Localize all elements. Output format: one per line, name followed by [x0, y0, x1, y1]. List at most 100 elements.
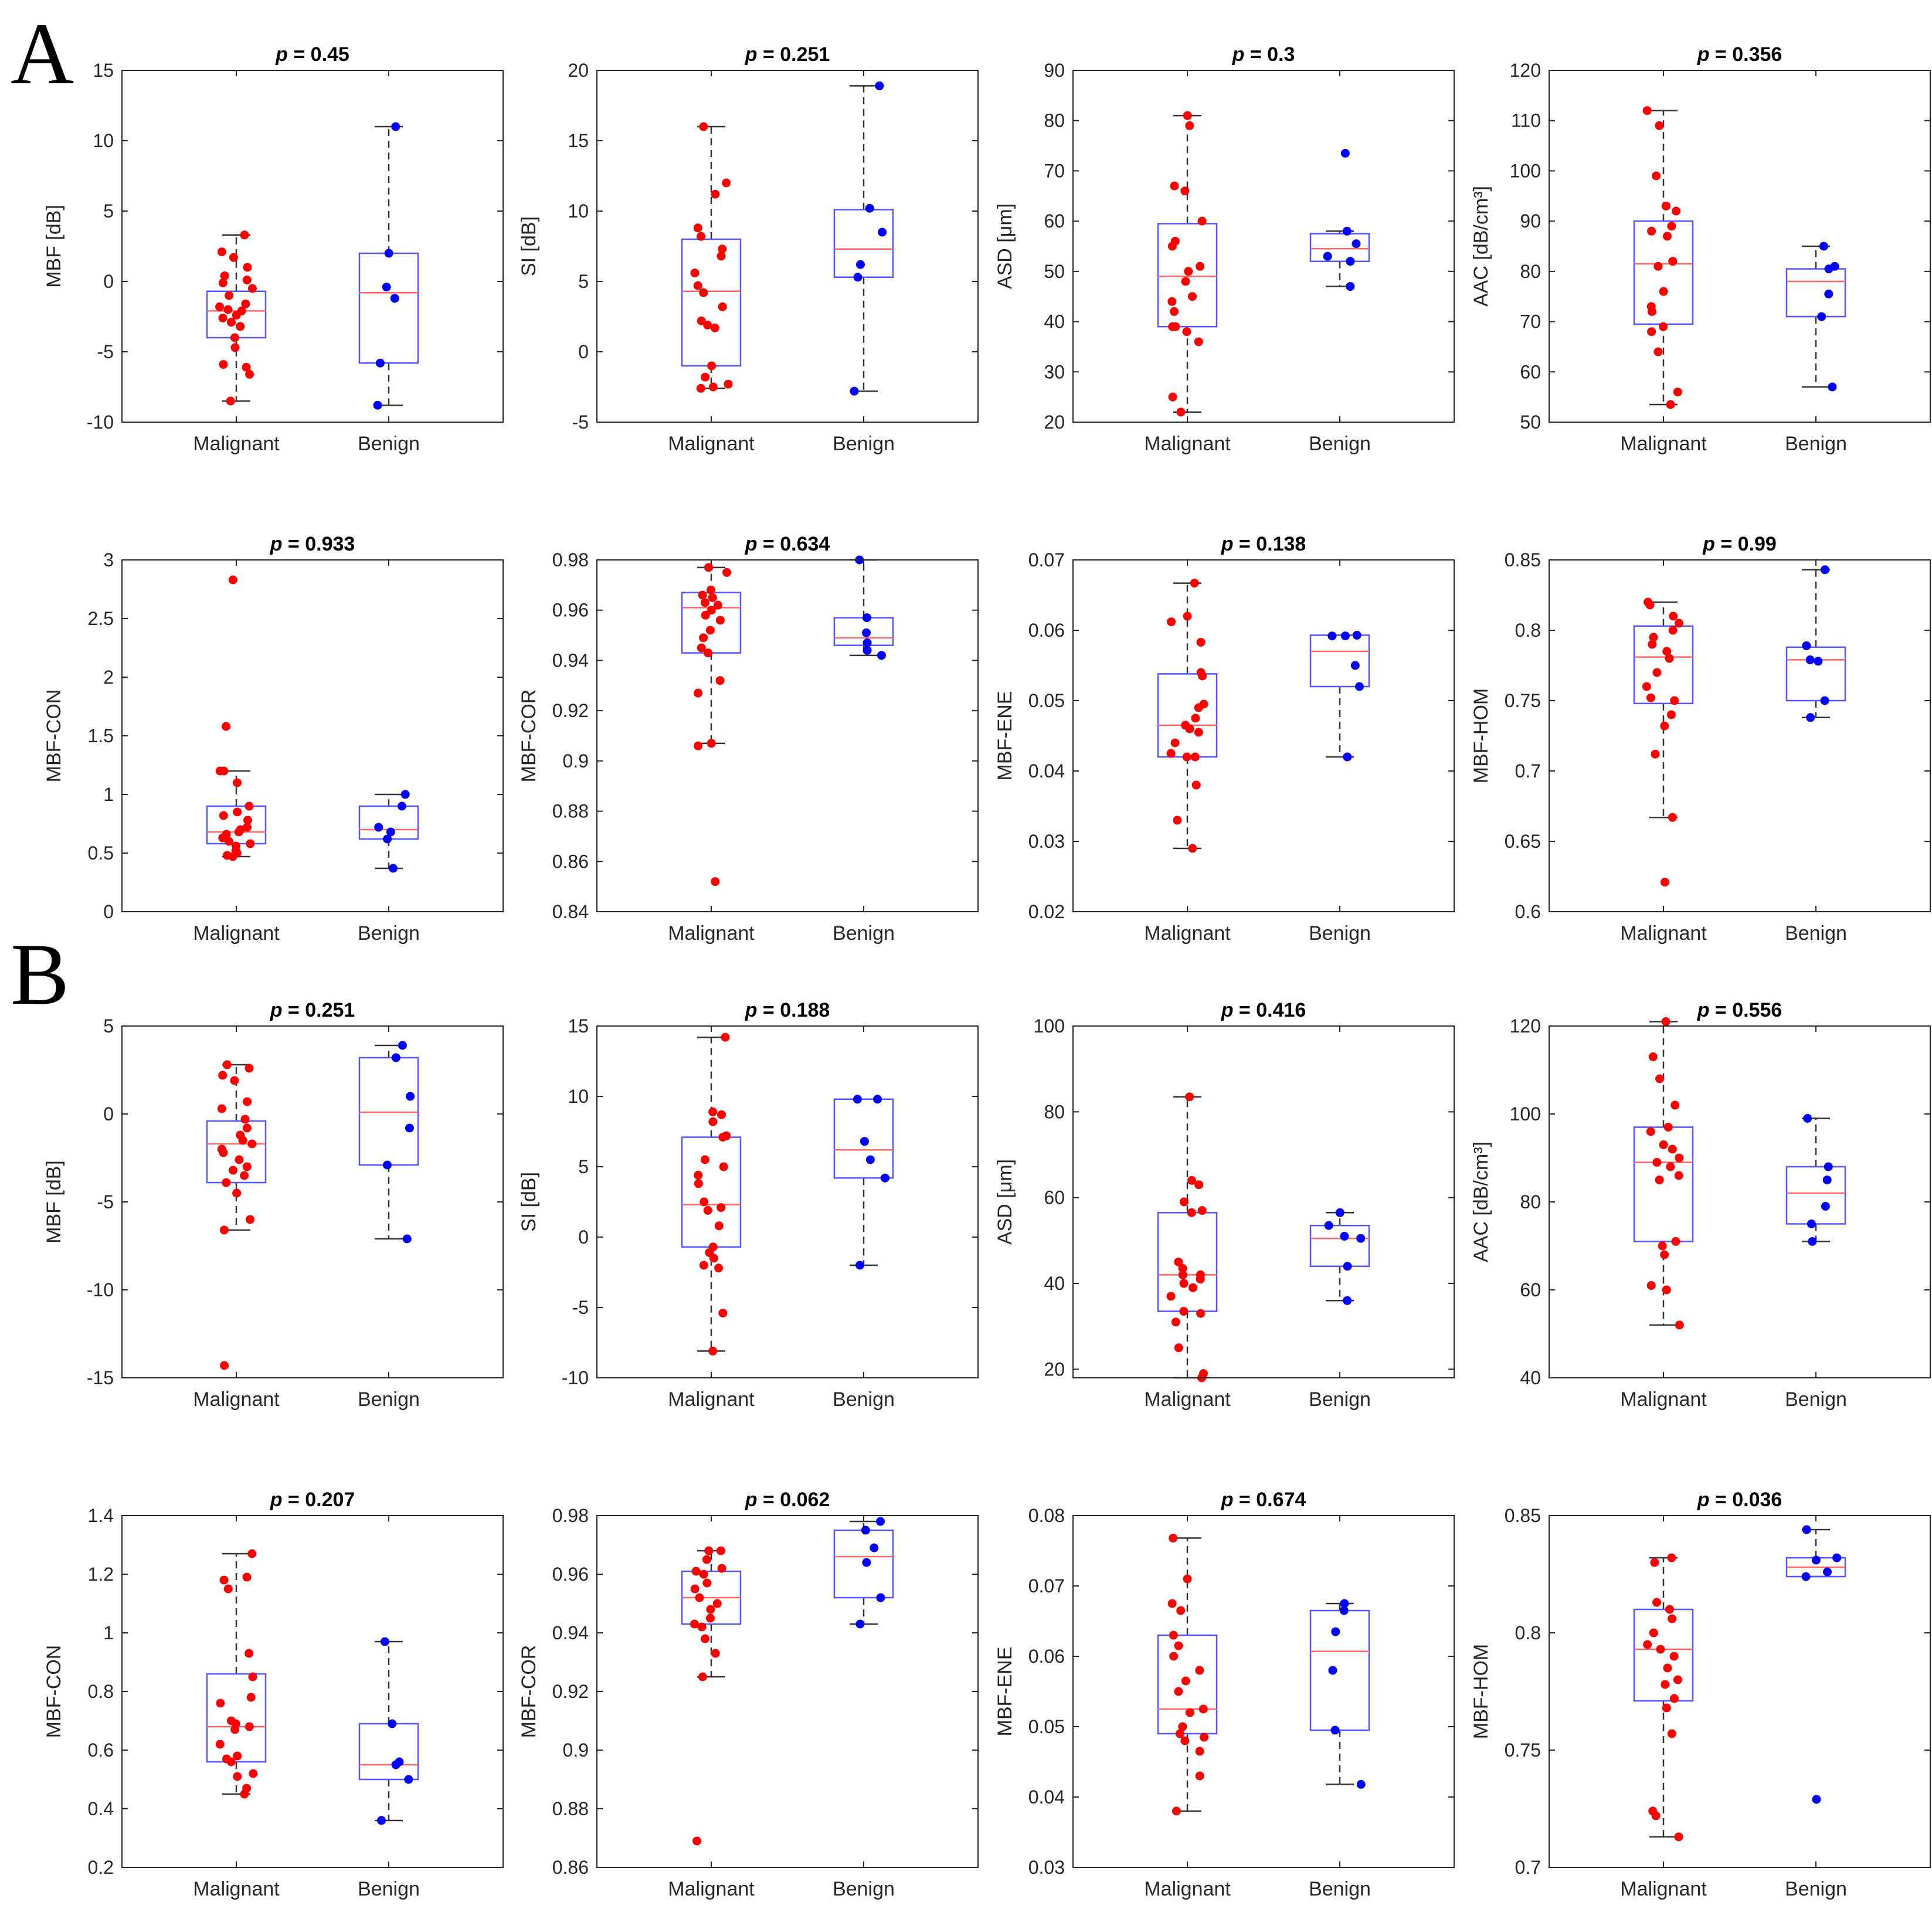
malignant-data-point — [721, 1032, 730, 1042]
plot-area-frame — [1072, 1515, 1455, 1868]
malignant-data-point — [1174, 1687, 1183, 1696]
malignant-data-point — [230, 1076, 239, 1085]
malignant-data-point — [1647, 327, 1656, 337]
plot-area-frame — [121, 1515, 504, 1868]
y-axis-label: MBF-CON — [43, 1645, 65, 1738]
chart-title: p = 0.036 — [1697, 1489, 1782, 1511]
chart-15: p = 0.674 0.03 0.04 0.05 0.06 0.07 0.08 MBF-ENE… — [994, 1489, 1455, 1900]
benign-data-point — [1356, 1234, 1366, 1243]
malignant-data-point — [694, 1179, 703, 1188]
chart-title: p = 0.45 — [275, 43, 349, 66]
y-tick-label: 0.06 — [1028, 1646, 1065, 1667]
malignant-data-point — [219, 1148, 228, 1157]
p-symbol: p — [745, 1489, 758, 1511]
malignant-data-point — [1174, 1343, 1183, 1353]
malignant-data-point — [1666, 710, 1676, 719]
malignant-data-point — [711, 877, 720, 886]
benign-data-point — [1340, 631, 1350, 641]
malignant-data-point — [242, 823, 252, 832]
malignant-box — [681, 1136, 742, 1248]
y-tick-label: 0.4 — [88, 1798, 114, 1819]
malignant-data-point — [699, 122, 708, 131]
malignant-data-point — [1665, 654, 1674, 663]
malignant-data-point — [1172, 1806, 1181, 1816]
malignant-data-point — [232, 1188, 242, 1198]
category-label-benign: Benign — [358, 1388, 420, 1411]
y-tick-label: 0.03 — [1028, 831, 1065, 852]
malignant-data-point — [703, 1205, 712, 1215]
benign-data-point — [375, 358, 385, 368]
malignant-data-point — [222, 1178, 231, 1187]
y-tick-label: 15 — [568, 1015, 589, 1037]
malignant-data-point — [1673, 1675, 1682, 1684]
p-symbol: p — [1697, 43, 1710, 66]
benign-data-point — [373, 400, 382, 410]
benign-data-point — [1821, 1202, 1830, 1211]
benign-data-point — [1820, 565, 1829, 575]
malignant-data-point — [1662, 1703, 1671, 1713]
malignant-data-point — [1658, 1241, 1667, 1251]
benign-data-point — [391, 1053, 400, 1062]
benign-data-point — [1340, 1599, 1349, 1608]
benign-data-point — [391, 1760, 400, 1769]
malignant-data-point — [708, 382, 718, 392]
benign-data-point — [870, 1543, 879, 1553]
y-axis-label: MBF-COR — [518, 1645, 540, 1738]
chart-1: p = 0.45 -10 -5 0 5 10 15 MBF [dB] Malignant Beni… — [43, 43, 504, 455]
benign-data-point — [862, 1558, 871, 1567]
benign-data-point — [1340, 1232, 1349, 1241]
malignant-data-point — [240, 1171, 249, 1180]
y-tick-label: 1.5 — [88, 725, 114, 746]
y-tick-label: -5 — [97, 341, 114, 362]
benign-data-point — [1803, 1114, 1812, 1123]
benign-data-point — [1828, 382, 1837, 392]
malignant-box — [1157, 1634, 1218, 1735]
benign-box — [1785, 1166, 1846, 1225]
chart-title: p = 0.933 — [270, 533, 355, 555]
malignant-data-point — [228, 852, 237, 861]
malignant-data-point — [1173, 816, 1182, 825]
y-tick-label: 0 — [578, 341, 589, 362]
malignant-data-point — [1179, 1197, 1189, 1207]
malignant-data-point — [700, 1155, 709, 1164]
chart-title: p = 0.674 — [1221, 1489, 1306, 1511]
y-tick-label: 0.8 — [1515, 1622, 1541, 1643]
y-tick-label: 80 — [1520, 1191, 1541, 1212]
category-label-malignant: Malignant — [193, 1388, 280, 1411]
benign-data-point — [1812, 1795, 1821, 1804]
malignant-data-point — [1660, 1250, 1669, 1259]
chart-16: p = 0.036 0.7 0.75 0.8 0.85 MBF-HOM Malignant B… — [1470, 1489, 1931, 1900]
malignant-data-point — [1185, 121, 1194, 130]
benign-data-point — [1340, 148, 1350, 158]
malignant-data-point — [1660, 721, 1669, 731]
y-tick-label: 0.75 — [1505, 690, 1541, 711]
malignant-data-point — [224, 837, 233, 846]
malignant-data-point — [215, 766, 225, 776]
y-tick-label: 0.07 — [1028, 549, 1065, 570]
plot-area-frame — [1549, 70, 1931, 423]
malignant-data-point — [718, 1309, 728, 1318]
malignant-data-point — [1185, 724, 1194, 733]
y-tick-label: -5 — [572, 412, 589, 433]
malignant-data-point — [245, 1722, 254, 1731]
benign-data-point — [1824, 264, 1833, 274]
benign-data-point — [862, 613, 871, 623]
chart-title: p = 0.251 — [745, 43, 830, 66]
benign-data-point — [880, 1173, 889, 1183]
category-label-malignant: Malignant — [668, 433, 755, 455]
benign-box — [1785, 646, 1846, 702]
benign-data-point — [380, 1637, 389, 1646]
y-tick-label: 100 — [1034, 1015, 1065, 1037]
y-axis-label: AAC [dB/cm³] — [1470, 186, 1492, 307]
malignant-data-point — [242, 276, 252, 285]
malignant-box — [1633, 625, 1694, 705]
chart-6: p = 0.634 0.84 0.86 0.88 0.9 0.92 0.94 0.96 0.98… — [518, 533, 979, 945]
malignant-data-point — [1197, 216, 1207, 226]
malignant-data-point — [1671, 1237, 1680, 1246]
malignant-data-point — [717, 1564, 726, 1573]
malignant-data-point — [219, 1225, 229, 1235]
benign-data-point — [406, 1092, 415, 1101]
malignant-data-point — [690, 269, 700, 278]
malignant-data-point — [1655, 1176, 1664, 1184]
